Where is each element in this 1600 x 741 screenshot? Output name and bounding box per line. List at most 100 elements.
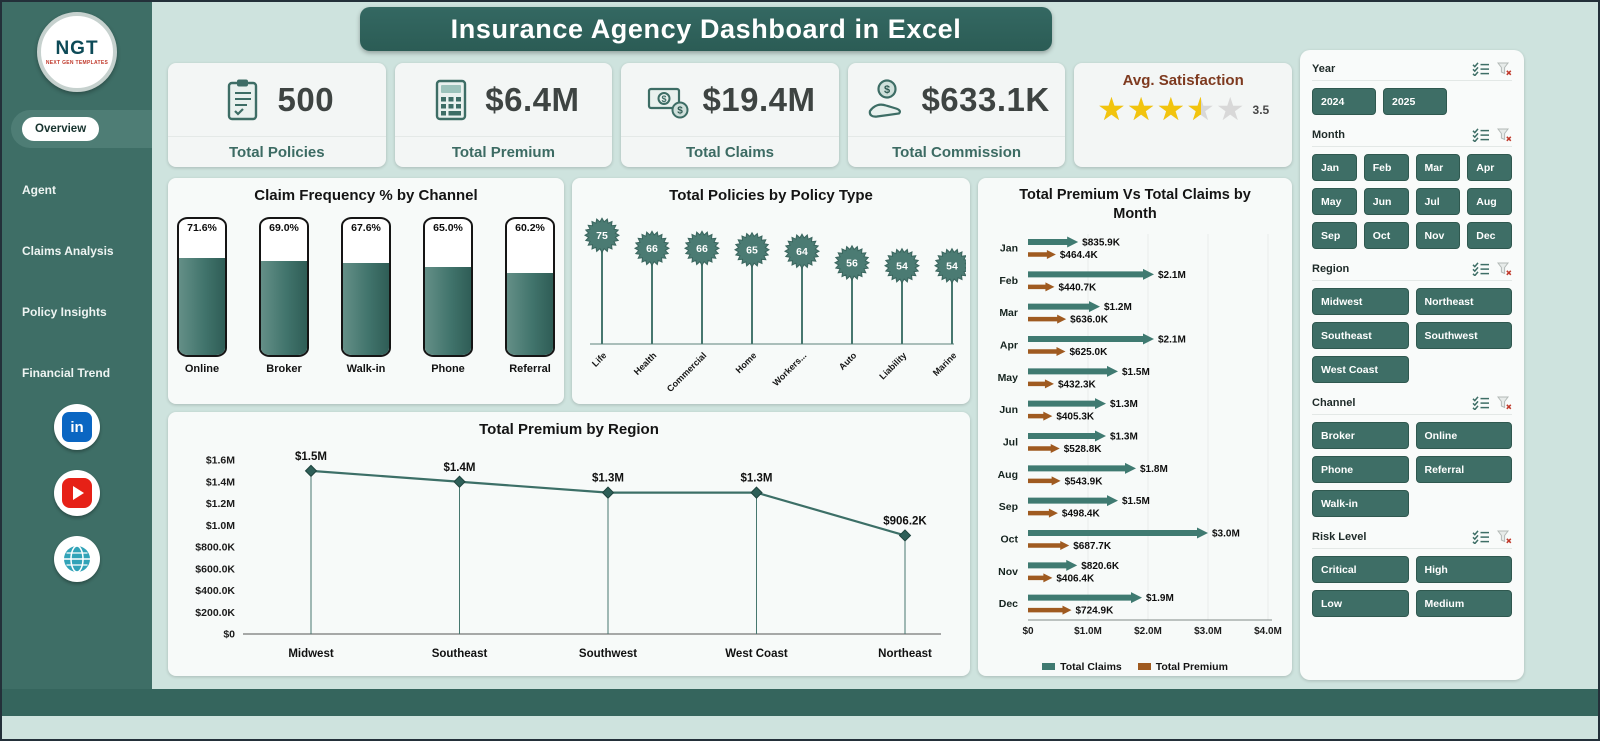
slicer-region: Region Midwest Northeast Southeast Southwest… [1312, 262, 1512, 383]
multiselect-icon[interactable] [1472, 128, 1490, 142]
svg-text:$: $ [662, 94, 667, 104]
slicer-icons [1472, 396, 1512, 410]
slicer-buttons: Midwest Northeast Southeast Southwest West C… [1312, 288, 1512, 383]
slicer-button-apr[interactable]: Apr [1467, 154, 1512, 181]
svg-text:Jan: Jan [1000, 242, 1018, 254]
premium-by-region-chart: $0 $200.0K $400.0K $600.0K $800.0K $1.0M $1.2M… [168, 438, 970, 666]
policies-icon [220, 76, 268, 124]
slicer-button-west-coast[interactable]: West Coast [1312, 356, 1409, 383]
svg-text:$1.2M: $1.2M [206, 498, 235, 510]
claim-frequency-chart: 71.6% Online 69.0% Broker 67.6% Walk-in 65.0% P… [168, 217, 564, 375]
svg-text:54: 54 [896, 261, 908, 273]
flower-marker [833, 244, 871, 281]
multiselect-icon[interactable] [1472, 530, 1490, 544]
slicer-button-feb[interactable]: Feb [1363, 154, 1409, 181]
slicer-button-2025[interactable]: 2025 [1383, 88, 1447, 115]
cylinder-bar: 65.0% [423, 217, 473, 357]
slicer-button-aug[interactable]: Aug [1467, 188, 1512, 215]
slicer-button-nov[interactable]: Nov [1415, 222, 1461, 249]
bar-category-label: Online [184, 363, 220, 375]
svg-text:75: 75 [596, 230, 608, 242]
slicer-button-midwest[interactable]: Midwest [1312, 288, 1409, 315]
youtube-icon[interactable] [54, 470, 100, 516]
slicer-button-referral[interactable]: Referral [1415, 456, 1512, 483]
slicer-label: Channel [1312, 397, 1356, 409]
flower-marker [883, 247, 921, 284]
sidebar-item-financial-trend[interactable]: Financial Trend [2, 358, 152, 388]
kpi-label: Total Commission [847, 136, 1066, 167]
footer-bar [2, 689, 1598, 716]
svg-text:$528.8K: $528.8K [1064, 444, 1103, 455]
slicer-button-dec[interactable]: Dec [1467, 222, 1512, 249]
slicer-button-mar[interactable]: Mar [1415, 154, 1461, 181]
kpi-value: $633.1K [921, 80, 1050, 118]
slicer-button-jan[interactable]: Jan [1312, 154, 1357, 181]
slicer-buttons: Critical High Low Medium [1312, 556, 1512, 617]
chart-title: Total Premium Vs Total Claims by Month [1019, 187, 1251, 222]
slicer-button-jul[interactable]: Jul [1415, 188, 1461, 215]
slicer-button-jun[interactable]: Jun [1363, 188, 1409, 215]
svg-text:Health: Health [632, 350, 659, 377]
kpi-card-avg-satisfaction: Avg. Satisfaction ★★★★★ ★★★★★ 3.5 [1074, 63, 1292, 167]
sidebar-item-policy-insights[interactable]: Policy Insights [2, 297, 152, 327]
slicer-button-high[interactable]: High [1415, 556, 1512, 583]
slicer-label: Region [1312, 263, 1350, 275]
linkedin-logo: in [62, 412, 92, 442]
multiselect-icon[interactable] [1472, 262, 1490, 276]
clear-filter-icon[interactable] [1497, 262, 1512, 276]
kpi-top: $6.4M [395, 63, 613, 136]
slicer-button-oct[interactable]: Oct [1363, 222, 1409, 249]
slicer-icons [1472, 128, 1512, 142]
clear-filter-icon[interactable] [1497, 396, 1512, 410]
sidebar-item-claims-analysis[interactable]: Claims Analysis [2, 236, 152, 266]
ngt-logo: NGT NEXT GEN TEMPLATES [37, 12, 117, 92]
svg-text:$1.2M: $1.2M [1104, 302, 1132, 313]
dashboard-header: Insurance Agency Dashboard in Excel [360, 7, 1052, 51]
clear-filter-icon[interactable] [1497, 530, 1512, 544]
svg-text:$835.9K: $835.9K [1082, 237, 1121, 248]
slicer-button-critical[interactable]: Critical [1312, 556, 1409, 583]
clear-filter-icon[interactable] [1497, 128, 1512, 142]
chart-title: Total Premium by Region [479, 421, 659, 438]
diamond-marker [898, 529, 912, 542]
slicer-button-online[interactable]: Online [1415, 422, 1512, 449]
sidebar-item-label: Overview [22, 117, 100, 141]
sidebar-item-agent[interactable]: Agent [2, 175, 152, 205]
svg-text:Aug: Aug [998, 469, 1018, 481]
multiselect-icon[interactable] [1472, 62, 1490, 76]
website-globe-icon[interactable] [54, 536, 100, 582]
chart-card-claim-frequency: Claim Frequency % by Channel 71.6% Online… [168, 178, 564, 404]
slicer-button-phone[interactable]: Phone [1312, 456, 1409, 483]
slicer-buttons: Broker Online Phone Referral Walk-in [1312, 422, 1512, 517]
slicer-label: Year [1312, 63, 1336, 75]
premium-by-region-svg: $0 $200.0K $400.0K $600.0K $800.0K $1.0M $1.2M… [195, 451, 941, 660]
cylinder-bar: 67.6% [341, 217, 391, 357]
kpi-top: $ $ $19.4M [621, 63, 839, 136]
slicer-button-2024[interactable]: 2024 [1312, 88, 1376, 115]
svg-text:$1.0M: $1.0M [1074, 626, 1102, 637]
legend-item-total-premium: Total Premium [1137, 661, 1228, 673]
svg-text:$4.0M: $4.0M [1254, 626, 1282, 637]
svg-text:65: 65 [746, 245, 758, 257]
cylinder-fill [425, 266, 471, 355]
svg-text:$1.0M: $1.0M [206, 520, 235, 532]
linkedin-icon[interactable]: in [54, 404, 100, 450]
multiselect-icon[interactable] [1472, 396, 1490, 410]
slicer-button-northeast[interactable]: Northeast [1415, 288, 1512, 315]
slicer-button-may[interactable]: May [1312, 188, 1357, 215]
clear-filter-icon[interactable] [1497, 62, 1512, 76]
star-rating: ★★★★★ ★★★★★ [1097, 91, 1245, 127]
slicer-button-sep[interactable]: Sep [1312, 222, 1357, 249]
slicer-button-walk-in[interactable]: Walk-in [1312, 490, 1409, 517]
slicer-button-broker[interactable]: Broker [1312, 422, 1409, 449]
slicer-button-southeast[interactable]: Southeast [1312, 322, 1409, 349]
cylinder-column: 60.2% Referral [505, 217, 555, 375]
bar-value-label: 67.6% [351, 222, 381, 234]
slicer-header: Risk Level [1312, 530, 1512, 549]
svg-text:$3.0M: $3.0M [1212, 528, 1240, 539]
sidebar-item-overview[interactable]: Overview [2, 110, 152, 148]
slicer-button-low[interactable]: Low [1312, 590, 1409, 617]
svg-text:Jul: Jul [1003, 436, 1018, 448]
slicer-button-medium[interactable]: Medium [1415, 590, 1512, 617]
slicer-button-southwest[interactable]: Southwest [1415, 322, 1512, 349]
